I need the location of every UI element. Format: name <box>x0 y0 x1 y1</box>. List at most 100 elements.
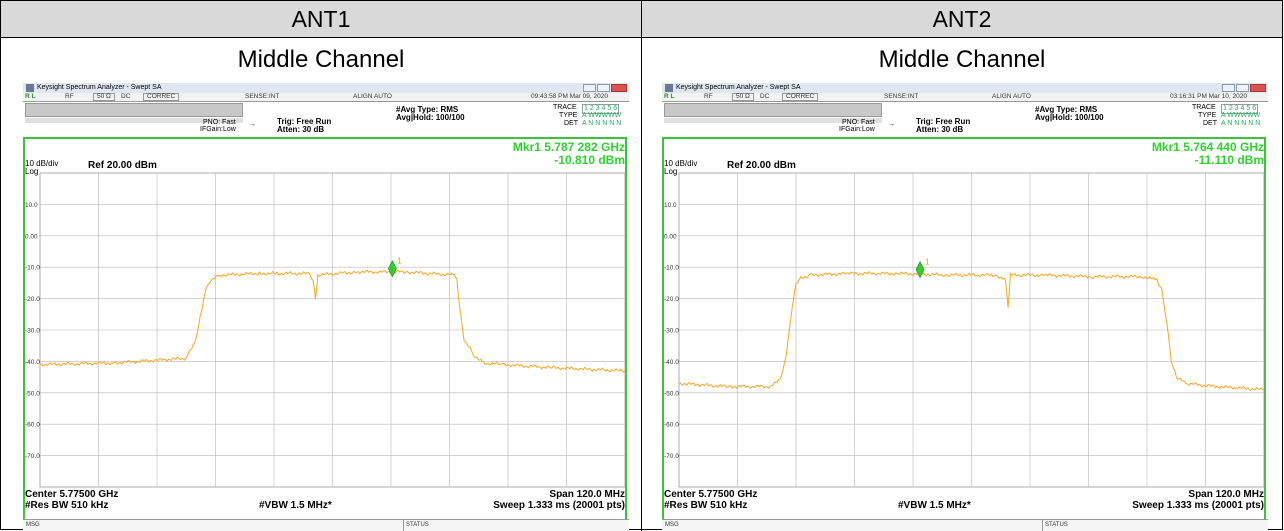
spectrum-analyzer-ant2: Keysight Spectrum Analyzer - Swept SA R … <box>662 83 1268 531</box>
impedance-label: 50 Ω <box>93 93 115 101</box>
vbw: #VBW 1.5 MHz* <box>259 500 332 511</box>
coupling-label: DC <box>121 93 131 100</box>
y-tick-label: -40.0 <box>25 359 40 366</box>
subheader-ant2: Middle Channel <box>878 46 1046 73</box>
y-tick-label: -30.0 <box>664 328 679 335</box>
y-tick-label: 0.00 <box>664 233 677 240</box>
sense-label: SENSE:INT <box>884 93 919 100</box>
status-separator <box>403 520 404 531</box>
ifgain-setting: IFGain:Low <box>839 126 875 133</box>
trace-numbers: 1 2 3 4 5 6 <box>1221 104 1259 114</box>
marker-level: -11.110 dBm <box>1194 153 1264 167</box>
avg-type-setting: #Avg Type: RMS <box>396 105 459 114</box>
marker-number: 1 <box>397 257 402 266</box>
type-label: TYPE <box>559 112 578 119</box>
atten-setting: Atten: 30 dB <box>916 125 964 134</box>
datetime-label: 09:43:58 PM Mar 09, 2020 <box>531 93 608 100</box>
align-label: ALIGN AUTO <box>353 93 392 100</box>
message-bar-lower <box>25 118 243 123</box>
span: Span 120.0 MHz <box>1188 489 1264 500</box>
datetime-label: 03:16:31 PM Mar 10, 2020 <box>1170 93 1247 100</box>
msg-label: MSG <box>26 522 40 528</box>
subheader-ant1: Middle Channel <box>237 46 405 73</box>
maximize-button[interactable] <box>597 84 610 92</box>
status-menubar: R L RF 50 Ω DC CORREC SENSE:INT ALIGN AU… <box>662 93 1268 102</box>
scale-div-label: 10 dB/div <box>664 159 698 168</box>
column-header-ant1: ANT1 <box>1 1 641 38</box>
y-tick-label: -10.0 <box>664 265 679 272</box>
window-title: Keysight Spectrum Analyzer - Swept SA <box>676 84 801 91</box>
y-tick-label: -50.0 <box>664 390 679 397</box>
minimize-button[interactable] <box>1222 84 1235 92</box>
marker-diamond-icon[interactable] <box>915 261 925 279</box>
marker-frequency: Mkr1 5.764 440 GHz <box>1151 140 1264 154</box>
y-tick-label: -70.0 <box>25 453 40 460</box>
trace-line <box>678 271 1264 392</box>
impedance-label: 50 Ω <box>732 93 754 101</box>
y-tick-label: 10.0 <box>25 202 38 209</box>
message-bar-lower <box>664 118 882 123</box>
minimize-button[interactable] <box>583 84 596 92</box>
type-value: A WWWWW <box>582 112 622 119</box>
type-value: A WWWWW <box>1221 112 1261 119</box>
y-tick-label: -60.0 <box>664 422 679 429</box>
spectrum-plot[interactable]: 10.0 0.00 -10.0 -20.0 -30.0 -40.0 -50.0 -60.0 -7… <box>23 83 629 531</box>
det-label: DET <box>1203 120 1217 127</box>
marker-number: 1 <box>925 258 930 267</box>
correc-label: CORREC <box>782 93 819 101</box>
app-icon <box>665 84 673 92</box>
status-menubar: R L RF 50 Ω DC CORREC SENSE:INT ALIGN AU… <box>23 93 629 102</box>
trace-line <box>39 269 626 373</box>
ref-level-label: Ref 20.00 dBm <box>88 160 157 171</box>
ifgain-setting: IFGain:Low <box>200 126 236 133</box>
det-label: DET <box>564 120 578 127</box>
det-value: A N N N N N <box>582 120 622 127</box>
avg-type-setting: #Avg Type: RMS <box>1035 105 1098 114</box>
y-tick-label: -70.0 <box>664 453 679 460</box>
y-tick-label: -50.0 <box>25 390 40 397</box>
avg-hold-setting: Avg|Hold: 100/100 <box>396 113 465 122</box>
status-label: STATUS <box>1045 522 1068 528</box>
y-tick-label: -20.0 <box>25 296 40 303</box>
trig-arrow-icon: → <box>888 121 895 128</box>
marker-diamond-icon[interactable] <box>388 260 397 278</box>
y-tick-label: 10.0 <box>664 202 677 209</box>
window-titlebar: Keysight Spectrum Analyzer - Swept SA <box>23 83 629 93</box>
align-label: ALIGN AUTO <box>992 93 1031 100</box>
spectrum-plot[interactable]: 10.0 0.00 -10.0 -20.0 -30.0 -40.0 -50.0 -60.0 -7… <box>662 83 1268 531</box>
sweep-time: Sweep 1.333 ms (20001 pts) <box>1132 500 1264 511</box>
rl-indicator[interactable]: R L <box>664 93 675 100</box>
rf-label: RF <box>704 93 713 100</box>
y-tick-label: -30.0 <box>25 328 40 335</box>
det-value: A N N N N N <box>1221 120 1261 127</box>
y-tick-label: -20.0 <box>664 296 679 303</box>
scale-log-label: Log <box>25 167 39 176</box>
avg-hold-setting: Avg|Hold: 100/100 <box>1035 113 1104 122</box>
column-divider <box>641 0 642 531</box>
y-tick-label: -60.0 <box>25 422 40 429</box>
maximize-button[interactable] <box>1236 84 1249 92</box>
trace-label: TRACE <box>1192 104 1216 111</box>
marker-frequency: Mkr1 5.787 282 GHz <box>512 140 625 154</box>
y-tick-label: 0.00 <box>25 233 38 240</box>
status-bar: MSG STATUS <box>23 519 629 531</box>
correc-label: CORREC <box>143 93 180 101</box>
trig-arrow-icon: → <box>249 121 256 128</box>
pno-setting: PNO: Fast <box>203 119 236 126</box>
message-bar <box>664 103 882 117</box>
scale-log-label: Log <box>664 167 678 176</box>
column-header-ant2: ANT2 <box>642 1 1282 38</box>
vbw: #VBW 1.5 MHz* <box>898 500 971 511</box>
spectrum-analyzer-ant1: Keysight Spectrum Analyzer - Swept SA R … <box>23 83 629 531</box>
center-frequency: Center 5.77500 GHz <box>25 489 119 500</box>
close-button[interactable] <box>611 84 627 92</box>
trace-numbers: 1 2 3 4 5 6 <box>582 104 620 114</box>
rl-indicator[interactable]: R L <box>25 93 36 100</box>
span: Span 120.0 MHz <box>549 489 625 500</box>
scale-div-label: 10 dB/div <box>25 159 59 168</box>
rf-label: RF <box>65 93 74 100</box>
status-label: STATUS <box>406 522 429 528</box>
msg-label: MSG <box>665 522 679 528</box>
close-button[interactable] <box>1250 84 1266 92</box>
ref-level-label: Ref 20.00 dBm <box>727 160 796 171</box>
